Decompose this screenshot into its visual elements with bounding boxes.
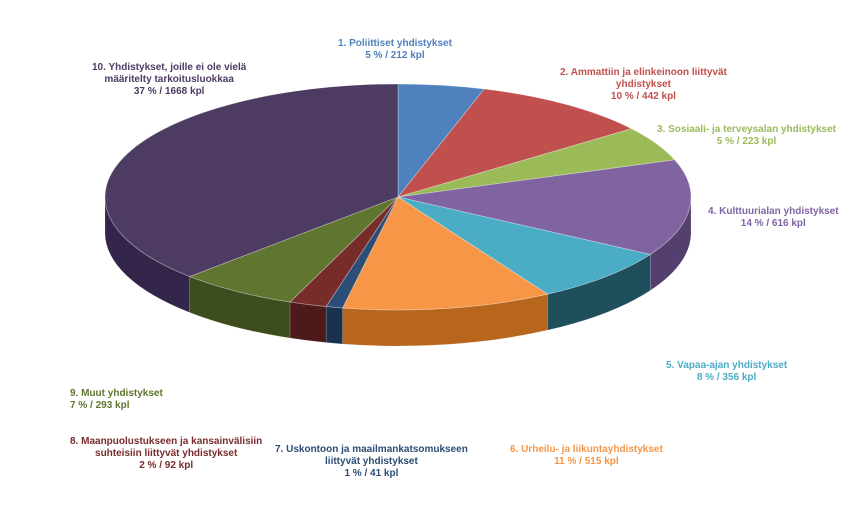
label-name-line: 10. Yhdistykset, joille ei ole vielä bbox=[92, 62, 247, 73]
label-maarittelematon: 10. Yhdistykset, joille ei ole vielä määr… bbox=[92, 62, 246, 98]
label-name-line: yhdistykset bbox=[615, 79, 671, 90]
slice-1 bbox=[397, 83, 486, 199]
slice-side-7 bbox=[325, 306, 343, 345]
label-name-line: liittyvät yhdistykset bbox=[325, 456, 418, 467]
label-urheilu: 6. Urheilu- ja liikuntayhdistykset 11 % … bbox=[510, 444, 663, 468]
label-sosiaali: 3. Sosiaali- ja terveysalan yhdistykset … bbox=[657, 124, 836, 148]
label-uskonto: 7. Uskontoon ja maailmankatsomukseen liit… bbox=[275, 444, 468, 480]
label-vapaa-ajan: 5. Vapaa-ajan yhdistykset 8 % / 356 kpl bbox=[666, 360, 787, 384]
label-name: 9. Muut yhdistykset bbox=[70, 388, 163, 400]
label-ammattiin: 2. Ammattiin ja elinkeinoon liittyvät yhd… bbox=[560, 67, 727, 103]
label-muut: 9. Muut yhdistykset 7 % / 293 kpl bbox=[70, 388, 163, 412]
label-name-line: määritelty tarkoitusluokkaa bbox=[104, 74, 234, 85]
label-name-line: 6. Urheilu- ja liikuntayhdistykset bbox=[510, 444, 663, 455]
label-name: 8. Maanpuolustukseen ja kansainvälisiin s… bbox=[70, 436, 262, 460]
label-name-line: 3. Sosiaali- ja terveysalan yhdistykset bbox=[657, 124, 836, 135]
label-value: 5 % / 212 kpl bbox=[365, 50, 425, 61]
label-name: 5. Vapaa-ajan yhdistykset bbox=[666, 360, 787, 372]
slice-7 bbox=[325, 196, 399, 309]
slice-2 bbox=[396, 88, 633, 198]
slice-9 bbox=[188, 196, 399, 303]
label-name: 7. Uskontoon ja maailmankatsomukseen liit… bbox=[275, 444, 468, 468]
label-name-line: 8. Maanpuolustukseen ja kansainvälisiin bbox=[70, 436, 263, 447]
label-name-line: 4. Kulttuurialan yhdistykset bbox=[708, 206, 839, 217]
slice-6 bbox=[341, 196, 549, 311]
label-value: 7 % / 293 kpl bbox=[70, 400, 130, 411]
label-poliittiset: 1. Poliittiset yhdistykset 5 % / 212 kpl bbox=[338, 38, 452, 62]
label-value: 2 % / 92 kpl bbox=[139, 460, 194, 471]
slice-side-8 bbox=[289, 301, 327, 343]
label-kulttuuri: 4. Kulttuurialan yhdistykset 14 % / 616 … bbox=[708, 206, 839, 230]
slice-side-6 bbox=[342, 293, 548, 347]
label-value: 1 % / 41 kpl bbox=[344, 468, 399, 479]
pie-tops bbox=[104, 83, 692, 311]
label-name: 10. Yhdistykset, joille ei ole vielä määr… bbox=[92, 62, 246, 86]
label-value: 14 % / 616 kpl bbox=[740, 218, 806, 229]
slice-4 bbox=[397, 159, 692, 255]
label-name: 1. Poliittiset yhdistykset bbox=[338, 38, 452, 50]
label-name: 6. Urheilu- ja liikuntayhdistykset bbox=[510, 444, 663, 456]
label-name-line: 7. Uskontoon ja maailmankatsomukseen bbox=[275, 444, 468, 455]
label-value: 11 % / 515 kpl bbox=[554, 456, 619, 467]
label-name-line: 1. Poliittiset yhdistykset bbox=[338, 38, 452, 49]
label-value: 5 % / 223 kpl bbox=[716, 136, 777, 147]
slice-3 bbox=[397, 128, 676, 198]
label-name: 4. Kulttuurialan yhdistykset bbox=[708, 206, 839, 218]
label-name-line: 5. Vapaa-ajan yhdistykset bbox=[666, 360, 788, 371]
slice-5 bbox=[397, 196, 652, 295]
label-name-line: 9. Muut yhdistykset bbox=[70, 388, 163, 399]
label-value: 37 % / 1668 kpl bbox=[133, 86, 205, 97]
label-name: 2. Ammattiin ja elinkeinoon liittyvät yhd… bbox=[560, 67, 727, 91]
label-value: 8 % / 356 kpl bbox=[696, 372, 757, 383]
label-name: 3. Sosiaali- ja terveysalan yhdistykset bbox=[657, 124, 836, 136]
slice-8 bbox=[289, 196, 399, 307]
label-name-line: 2. Ammattiin ja elinkeinoon liittyvät bbox=[560, 67, 727, 78]
label-value: 10 % / 442 kpl bbox=[610, 91, 676, 102]
slice-10 bbox=[104, 83, 399, 277]
label-maanpuolustus: 8. Maanpuolustukseen ja kansainvälisiin s… bbox=[70, 436, 262, 472]
label-name-line: suhteisiin liittyvät yhdistykset bbox=[95, 448, 238, 459]
